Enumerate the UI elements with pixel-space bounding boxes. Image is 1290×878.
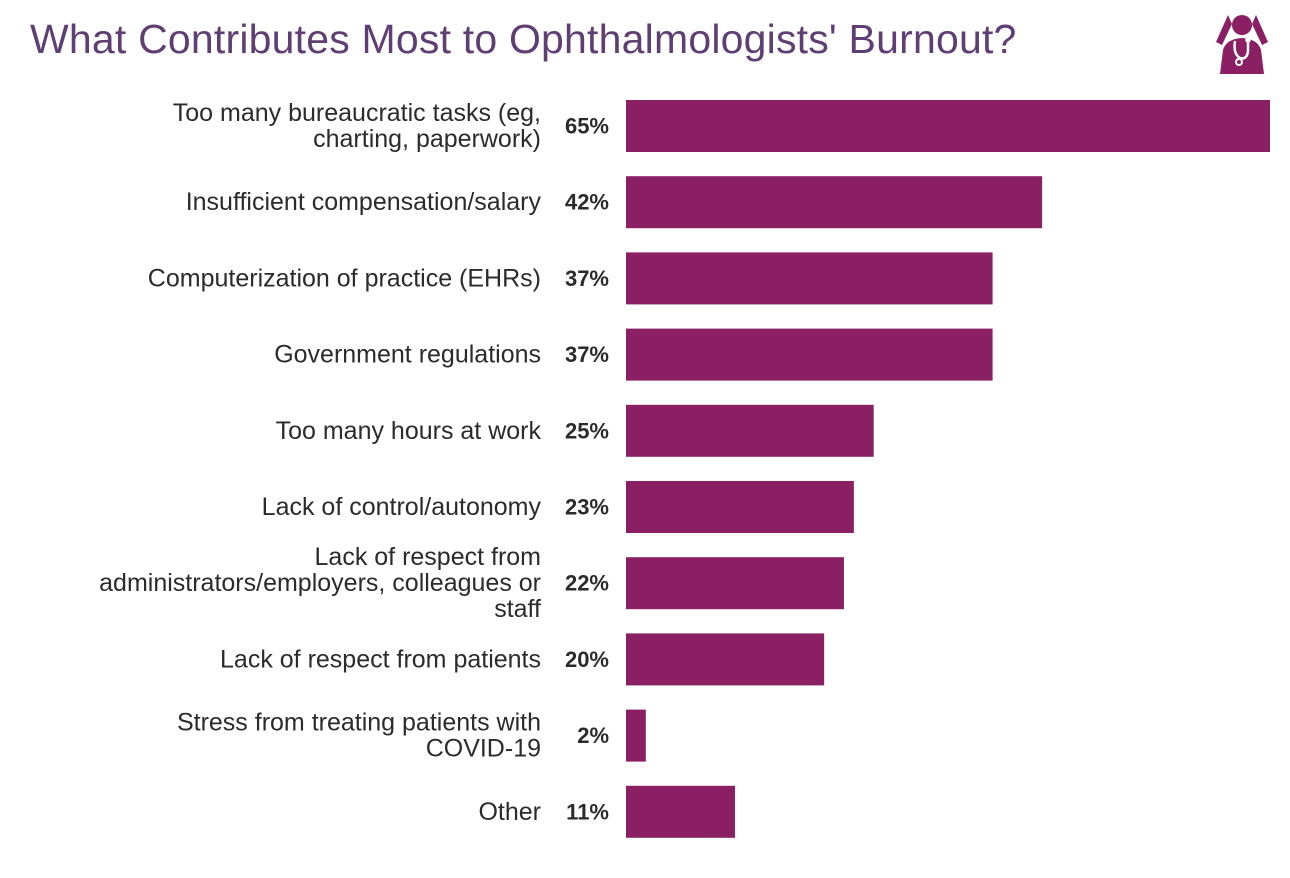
bar (626, 404, 874, 457)
bar (626, 328, 993, 381)
category-label-line: Other (478, 798, 541, 826)
category-label: Lack of respect from patients (220, 645, 541, 673)
category-label-line: administrators/employers, colleagues or (99, 569, 541, 597)
category-label-line: Government regulations (274, 341, 541, 369)
category-label: Too many bureaucratic tasks (eg, charting… (173, 99, 541, 153)
value-label: 25% (565, 418, 609, 443)
category-label-line: Stress from treating patients with (177, 709, 541, 737)
bar (626, 709, 646, 762)
category-label: Stress from treating patients with COVID-… (177, 709, 541, 763)
category-label-line: Lack of control/autonomy (262, 493, 542, 521)
bar (626, 481, 854, 533)
category-label: Lack of control/autonomy (262, 493, 542, 521)
value-label: 2% (577, 723, 609, 748)
value-label: 65% (565, 114, 609, 139)
category-label-line: Lack of respect from (315, 543, 541, 571)
bar (626, 785, 735, 838)
category-label-line: Insufficient compensation/salary (186, 188, 542, 216)
category-label: Government regulations (274, 341, 541, 369)
category-label-line: COVID-19 (426, 735, 541, 763)
category-label-line: Computerization of practice (EHRs) (148, 264, 541, 292)
value-label: 22% (565, 571, 609, 596)
category-label-line: Lack of respect from patients (220, 645, 541, 673)
bar (626, 176, 1043, 229)
value-label: 11% (566, 799, 609, 824)
bar (626, 100, 1270, 152)
bar (626, 633, 825, 686)
category-label: Too many hours at work (276, 417, 542, 445)
bar (626, 252, 993, 305)
category-label-line: Too many hours at work (276, 417, 542, 445)
category-label: Lack of respect from administrators/emplo… (99, 543, 541, 623)
value-label: 42% (565, 190, 609, 215)
category-label-line: charting, paperwork) (313, 125, 541, 153)
stressed-doctor-icon (1216, 15, 1268, 74)
bar (626, 557, 844, 610)
category-label: Other (478, 798, 541, 826)
category-label-line: staff (494, 595, 541, 623)
category-label: Computerization of practice (EHRs) (148, 264, 541, 292)
chart-title: What Contributes Most to Ophthalmologist… (30, 16, 1017, 62)
value-label: 23% (565, 495, 609, 520)
category-label-line: Too many bureaucratic tasks (eg, (173, 99, 541, 127)
value-label: 37% (565, 342, 609, 367)
value-label: 20% (565, 647, 609, 672)
category-label: Insufficient compensation/salary (186, 188, 542, 216)
value-label: 37% (565, 266, 609, 291)
